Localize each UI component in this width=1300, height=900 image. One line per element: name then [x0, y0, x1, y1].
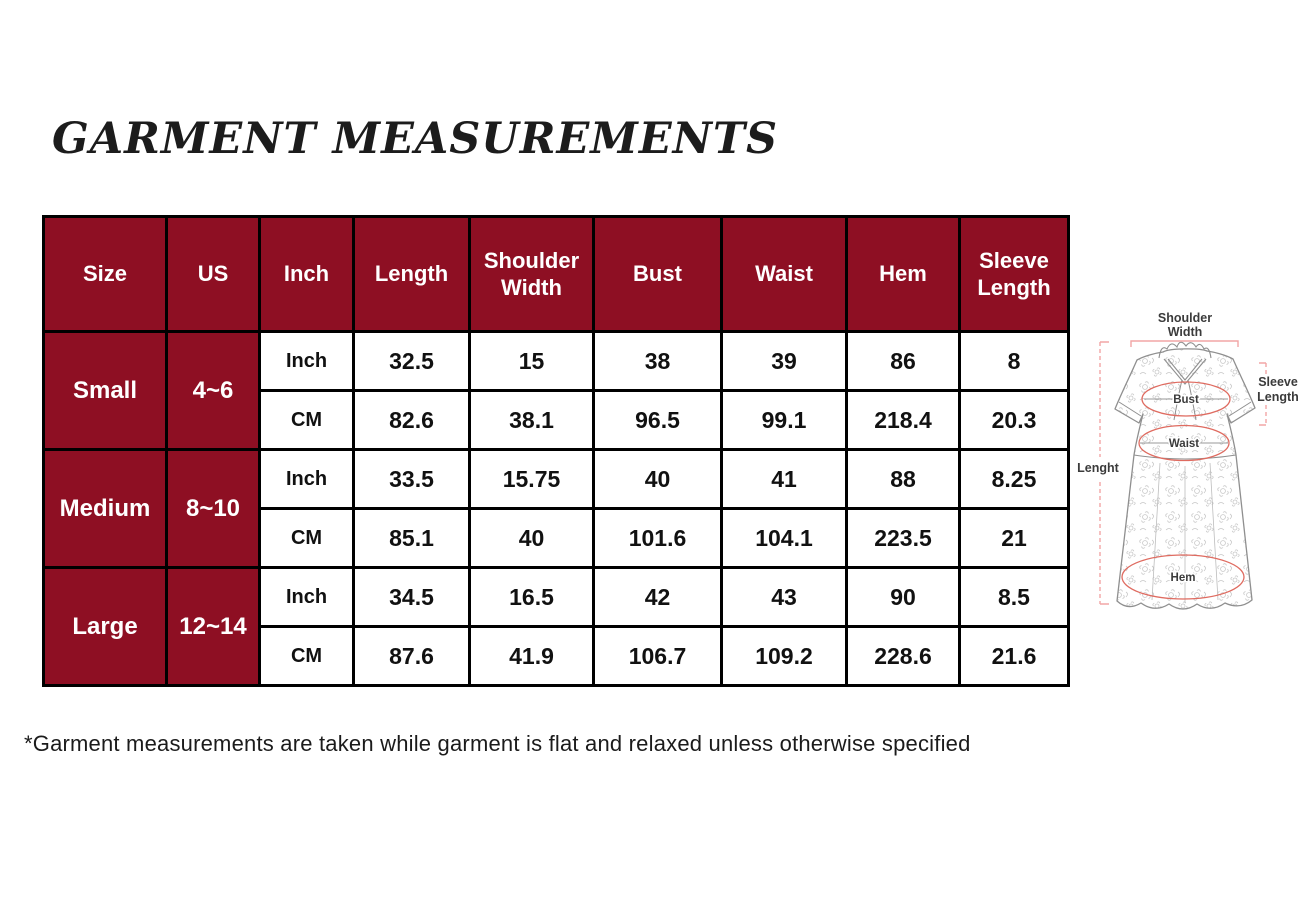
column-header-inch: Inch: [258, 215, 355, 333]
column-header-sleeve-length: Sleeve Length: [958, 215, 1070, 333]
shoulder-width-label-line2: Width: [1168, 325, 1203, 339]
us-size-cell: 12~14: [165, 566, 261, 687]
measurement-value: 85.1: [352, 507, 471, 569]
measurement-value: 40: [468, 507, 595, 569]
unit-label-cell: Inch: [258, 330, 355, 392]
shoulder-width-bracket: [1130, 340, 1239, 347]
unit-label-cell: Inch: [258, 448, 355, 510]
unit-label-cell: CM: [258, 507, 355, 569]
bust-ellipse: [1141, 381, 1231, 417]
garment-measurements-table: Size US Inch Length Shoulder Width Bust …: [42, 215, 1070, 687]
table-row: CM 85.1 40 101.6 104.1 223.5 21: [44, 507, 1070, 569]
column-header-bust: Bust: [592, 215, 723, 333]
measurement-value: 33.5: [352, 448, 471, 510]
table-row: Large 12~14 Inch 34.5 16.5 42 43 90 8.5: [42, 566, 1070, 687]
size-label-cell: Small: [42, 330, 168, 451]
size-label-cell: Medium: [42, 448, 168, 569]
length-bracket-ticks: [1100, 341, 1109, 605]
measurement-value: 15.75: [468, 448, 595, 510]
measurement-value: 8: [958, 330, 1070, 392]
measurement-value: 34.5: [352, 566, 471, 628]
measurement-value: 20.3: [958, 389, 1070, 451]
header-row: Size US Inch Length Shoulder Width Bust …: [42, 215, 1070, 333]
table-row: Small 4~6 Inch 32.5 15 38 39 86 8: [42, 330, 1070, 451]
shoulder-width-label-line1: Shoulder: [1158, 311, 1212, 325]
measurement-value: 21: [958, 507, 1070, 569]
table-row: CM 82.6 38.1 96.5 99.1 218.4 20.3: [44, 389, 1070, 451]
column-header-hem: Hem: [845, 215, 961, 333]
length-label: Lenght: [1077, 461, 1119, 475]
us-size-cell: 4~6: [165, 330, 261, 451]
waist-ellipse: [1138, 424, 1230, 462]
measurement-value: 43: [720, 566, 848, 628]
unit-label-cell: Inch: [258, 566, 355, 628]
column-header-us: US: [165, 215, 261, 333]
measurement-value: 104.1: [720, 507, 848, 569]
measurement-value: 15: [468, 330, 595, 392]
unit-label-cell: CM: [258, 625, 355, 687]
measurement-value: 223.5: [845, 507, 961, 569]
measurement-value: 40: [592, 448, 723, 510]
measurement-value: 38.1: [468, 389, 595, 451]
measurement-footnote: *Garment measurements are taken while ga…: [24, 731, 971, 756]
measurement-value: 96.5: [592, 389, 723, 451]
sleeve-length-label-line1: Sleeve: [1258, 375, 1298, 389]
table-row: Medium 8~10 Inch 33.5 15.75 40 41 88 8.2…: [42, 448, 1070, 569]
us-size-cell: 8~10: [165, 448, 261, 569]
measurement-value: 16.5: [468, 566, 595, 628]
dress-diagram: Shoulder Width Sleeve Length Lenght Bust…: [1077, 311, 1299, 610]
measurement-value: 99.1: [720, 389, 848, 451]
sleeve-length-label-line2: Length: [1257, 390, 1299, 404]
measurement-value: 8.25: [958, 448, 1070, 510]
measurement-value: 87.6: [352, 625, 471, 687]
measurement-value: 109.2: [720, 625, 848, 687]
measurement-value: 90: [845, 566, 961, 628]
measurement-value: 228.6: [845, 625, 961, 687]
measurement-value: 41.9: [468, 625, 595, 687]
hem-ellipse: [1121, 554, 1245, 600]
measurement-value: 39: [720, 330, 848, 392]
measurement-value: 32.5: [352, 330, 471, 392]
column-header-length: Length: [352, 215, 471, 333]
measurement-value: 42: [592, 566, 723, 628]
waist-label: Waist: [1169, 438, 1199, 450]
bust-label: Bust: [1173, 394, 1199, 406]
column-header-size: Size: [42, 215, 168, 333]
measurement-value: 41: [720, 448, 848, 510]
measurement-value: 106.7: [592, 625, 723, 687]
measurement-value: 218.4: [845, 389, 961, 451]
measurement-value: 82.6: [352, 389, 471, 451]
table-row: CM 87.6 41.9 106.7 109.2 228.6 21.6: [44, 625, 1070, 687]
measurement-value: 38: [592, 330, 723, 392]
measurement-value: 8.5: [958, 566, 1070, 628]
measurement-value: 88: [845, 448, 961, 510]
column-header-waist: Waist: [720, 215, 848, 333]
measurement-value: 21.6: [958, 625, 1070, 687]
measurement-value: 101.6: [592, 507, 723, 569]
measurement-value: 86: [845, 330, 961, 392]
sleeve-length-bracket-ticks: [1259, 362, 1266, 426]
size-label-cell: Large: [42, 566, 168, 687]
page-title: GARMENT MEASUREMENTS: [52, 114, 778, 164]
unit-label-cell: CM: [258, 389, 355, 451]
column-header-shoulder-width: Shoulder Width: [468, 215, 595, 333]
hem-label: Hem: [1171, 572, 1196, 584]
